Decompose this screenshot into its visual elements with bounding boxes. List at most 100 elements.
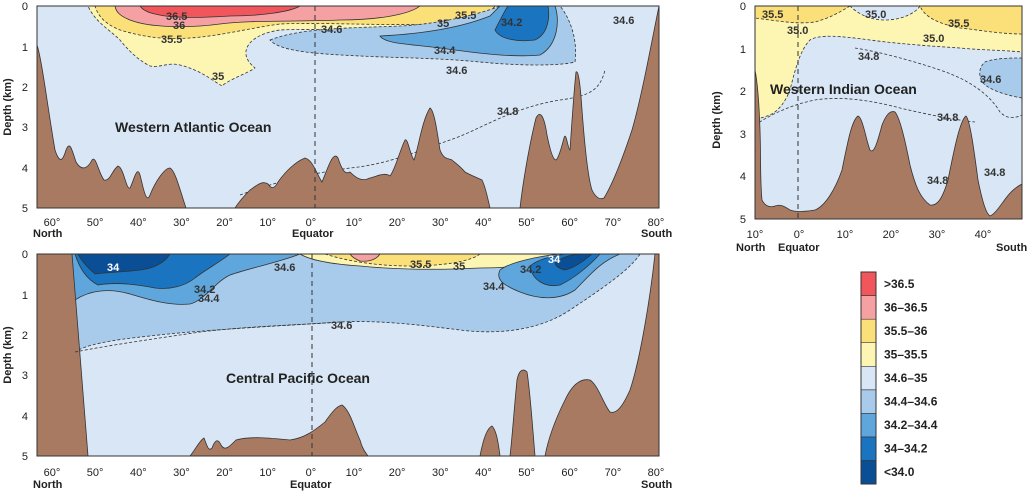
pacific-title: Central Pacific Ocean [226, 370, 370, 386]
pacific-label-35-5: 35.5 [410, 259, 431, 271]
indian-lat-tick: 10° [747, 229, 764, 241]
pacific-lat-tick: 20° [389, 467, 406, 479]
legend-label: 34.6–35 [884, 371, 928, 385]
indian-lat-ticks: 10° 0° 10° 20° 30° 40° [747, 229, 992, 241]
pacific-label-34-6-a: 34.6 [274, 262, 295, 274]
pacific-lat-tick: 30° [173, 467, 190, 479]
atlantic-lat-tick: 70° [605, 217, 622, 229]
indian-depth-tick: 3 [740, 129, 746, 141]
pacific-label-34-2-a: 34.2 [194, 284, 215, 296]
legend-label: >36.5 [884, 277, 915, 291]
pacific-lat-tick: 40° [130, 467, 147, 479]
indian-label-35-0-c: 35.0 [923, 33, 944, 45]
indian-label-35-0-b: 35.0 [787, 25, 808, 37]
indian-zone-35-5-east [919, 6, 1022, 35]
atlantic-frame [36, 5, 660, 209]
pacific-lat-tick: 40° [475, 467, 492, 479]
pacific-south-label: South [641, 479, 672, 491]
atlantic-section: 36.5 36 35.5 35 35.5 35 34.6 34.2 34.6 3… [2, 1, 672, 240]
atlantic-lat-tick: 40° [475, 217, 492, 229]
legend-swatch [860, 318, 877, 344]
legend-swatch [860, 342, 877, 367]
pacific-depth-tick: 0 [22, 249, 28, 261]
pacific-lat-tick: 70° [605, 467, 622, 479]
atlantic-depth-tick: 1 [22, 42, 28, 54]
legend-label: 34–34.2 [884, 442, 928, 456]
atlantic-depth-tick: 3 [22, 122, 28, 134]
atlantic-equator-label: Equator [292, 228, 334, 240]
atlantic-label-34-4: 34.4 [434, 45, 456, 57]
pacific-depth-axis-label: Depth (km) [2, 326, 14, 384]
atlantic-label-34-8: 34.8 [497, 106, 518, 118]
atlantic-depth-tick: 0 [22, 1, 28, 13]
atlantic-lat-ticks: 60° 50° 40° 30° 20° 10° 0° 10° 20° 30° 40° 50° 60° 70… [44, 217, 665, 229]
pacific-lat-tick: 20° [216, 467, 233, 479]
pacific-zone-36 [349, 254, 381, 262]
pacific-lat-tick: 60° [561, 467, 578, 479]
indian-depth-ticks: 0 1 2 3 4 5 [740, 1, 746, 226]
legend-swatch [860, 460, 877, 485]
indian-depth-tick: 2 [740, 86, 746, 98]
atlantic-lat-tick: 40° [130, 217, 147, 229]
indian-frame [754, 5, 1023, 220]
indian-section: 35.5 35.0 35.0 35.5 35.0 34.8 34.6 34.8 … [711, 1, 1027, 254]
legend-swatch [860, 295, 877, 320]
atlantic-label-35: 35 [212, 71, 224, 83]
legend-swatch [860, 389, 877, 414]
indian-title: Western Indian Ocean [770, 81, 917, 97]
pacific-depth-ticks: 0 1 2 3 4 5 [22, 249, 28, 463]
legend-swatch [860, 436, 877, 461]
pacific-label-34-4-a: 34.4 [198, 293, 220, 305]
legend-label: <34.0 [884, 465, 915, 479]
indian-contour-34-8-b [755, 98, 976, 126]
indian-lat-tick: 40° [975, 229, 992, 241]
indian-zone-35-5 [755, 6, 851, 24]
indian-south-label: South [996, 242, 1027, 254]
atlantic-depth-tick: 4 [22, 163, 28, 175]
atlantic-zone-36-5 [139, 6, 301, 18]
atlantic-lat-tick: 0° [306, 217, 317, 229]
atlantic-south-label: South [641, 228, 672, 240]
legend-label: 34.4–34.6 [884, 395, 938, 409]
pacific-lat-tick: 10° [346, 467, 363, 479]
pacific-depth-tick: 3 [22, 370, 28, 382]
atlantic-seafloor [37, 6, 659, 208]
indian-north-label: North [736, 242, 766, 254]
legend-swatch [860, 365, 877, 391]
indian-label-34-6: 34.6 [980, 74, 1001, 86]
indian-depth-tick: 5 [740, 214, 746, 226]
pacific-north-label: North [33, 479, 63, 491]
atlantic-label-36-5: 36.5 [166, 11, 187, 23]
legend-label: 35–35.5 [884, 347, 928, 361]
pacific-zone-34 [77, 254, 171, 275]
pacific-label-34-4-b: 34.4 [483, 281, 505, 293]
pacific-depth-tick: 2 [22, 330, 28, 342]
legend-swatch [860, 271, 877, 296]
pacific-contour-34-6-deep [74, 321, 341, 353]
atlantic-label-35-5: 35.5 [161, 34, 182, 46]
indian-depth-tick: 4 [740, 171, 746, 183]
atlantic-label-34-6-a: 34.6 [321, 24, 342, 36]
pacific-lat-tick: 30° [432, 467, 449, 479]
atlantic-lat-tick: 50° [518, 217, 535, 229]
atlantic-lat-tick: 60° [44, 217, 61, 229]
pacific-label-34-6-b: 34.6 [331, 320, 352, 332]
atlantic-label-34-6-c: 34.6 [446, 65, 467, 77]
indian-zone-35-0-blue [849, 6, 921, 21]
indian-label-34-8-c: 34.8 [927, 175, 948, 187]
indian-seafloor [755, 69, 1022, 219]
atlantic-label-34-2: 34.2 [501, 17, 522, 29]
pacific-section: 34 34.6 35.5 35 34 34.2 34.2 34.4 34.4 3… [2, 249, 672, 491]
pacific-zone-34-south [554, 254, 593, 271]
atlantic-depth-axis-label: Depth (km) [2, 78, 14, 136]
atlantic-north-label: North [33, 228, 63, 240]
indian-label-34-8-d: 34.8 [984, 167, 1005, 179]
indian-zone-35 [755, 6, 1022, 121]
pacific-lat-tick: 50° [518, 467, 535, 479]
atlantic-zone-34-2 [494, 6, 550, 42]
pacific-lat-tick: 60° [44, 467, 61, 479]
indian-label-35-0-a: 35.0 [865, 9, 886, 21]
atlantic-lat-tick: 30° [173, 217, 190, 229]
indian-label-35-5-b: 35.5 [948, 18, 969, 30]
